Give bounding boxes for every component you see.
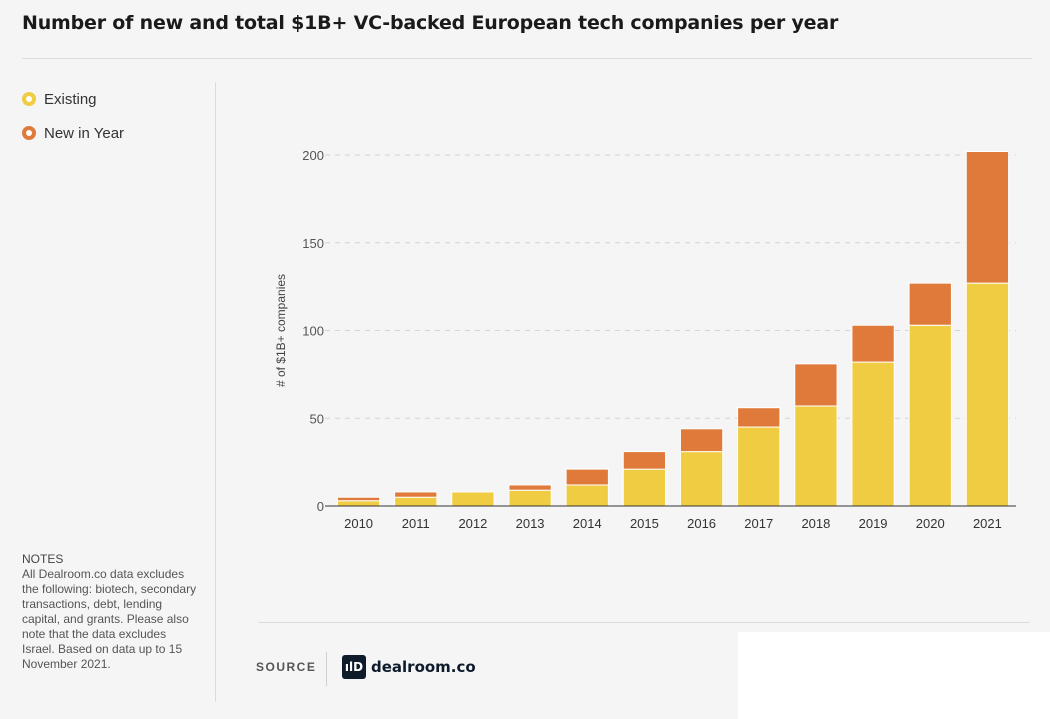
bar-existing	[565, 484, 609, 507]
bar-existing	[622, 468, 667, 507]
x-tick-label: 2012	[458, 516, 487, 531]
bar-existing	[794, 405, 838, 507]
bar-existing	[965, 282, 1010, 507]
bar-existing	[451, 491, 495, 507]
bar-existing	[737, 426, 781, 507]
dealroom-logo-icon: ılD	[342, 655, 366, 679]
legend-item-new[interactable]: New in Year	[22, 124, 124, 142]
bar-existing	[508, 489, 552, 507]
dealroom-logo[interactable]: ılD dealroom.co	[342, 655, 476, 679]
footer-divider	[258, 622, 1030, 623]
x-tick-label: 2014	[573, 516, 602, 531]
x-tick-label: 2013	[516, 516, 545, 531]
bar-existing	[851, 361, 895, 507]
legend: Existing New in Year	[22, 90, 124, 158]
bar-new-in-year	[851, 324, 895, 363]
blank-area	[738, 632, 1050, 719]
bar-existing	[394, 496, 438, 507]
y-tick-label: 0	[317, 499, 324, 514]
source-separator	[326, 652, 327, 686]
legend-item-existing[interactable]: Existing	[22, 90, 124, 108]
legend-marker-existing	[22, 92, 36, 106]
x-tick-label: 2020	[916, 516, 945, 531]
title-divider	[22, 58, 1032, 59]
stacked-bar-chart: 0 50 100 150 200 # of $1B+ companies 2010 2011 2…	[274, 148, 1016, 531]
x-tick-label: 2021	[973, 516, 1002, 531]
y-tick-label: 100	[302, 324, 324, 339]
sidebar-divider	[215, 82, 216, 702]
legend-label-new: New in Year	[44, 124, 125, 142]
x-tick-label: 2017	[744, 516, 773, 531]
x-tick-label: 2010	[344, 516, 373, 531]
bar-new-in-year	[965, 150, 1010, 284]
bar-new-in-year	[565, 468, 609, 486]
dealroom-logo-text: dealroom.co	[371, 658, 476, 676]
y-tick-label: 150	[302, 236, 324, 251]
chart-title: Number of new and total $1B+ VC-backed E…	[22, 12, 839, 34]
legend-label-existing: Existing	[44, 90, 97, 108]
bar-new-in-year	[679, 428, 724, 453]
x-tick-label: 2015	[630, 516, 659, 531]
y-tick-label: 50	[310, 411, 324, 426]
x-tick-label: 2018	[801, 516, 830, 531]
x-tick-label: 2016	[687, 516, 716, 531]
bar-new-in-year	[508, 484, 552, 491]
legend-marker-new	[22, 126, 36, 140]
bar-new-in-year	[794, 363, 838, 407]
notes-text: All Dealroom.co data excludes the follow…	[22, 567, 197, 671]
notes: NOTES All Dealroom.co data excludes the …	[22, 552, 202, 672]
bar-new-in-year	[622, 451, 667, 470]
x-tick-label: 2011	[402, 516, 430, 531]
bar-new-in-year	[336, 496, 381, 502]
source-label: SOURCE	[256, 660, 317, 674]
y-tick-label: 200	[302, 148, 324, 163]
notes-title: NOTES	[22, 552, 64, 566]
bar-new-in-year	[737, 407, 781, 428]
x-tick-label: 2019	[859, 516, 888, 531]
bar-existing	[908, 324, 952, 507]
bar-existing	[336, 500, 381, 507]
bar-existing	[679, 451, 724, 507]
y-axis-label: # of $1B+ companies	[274, 274, 288, 387]
bar-new-in-year	[908, 282, 952, 326]
bar-new-in-year	[394, 491, 438, 498]
